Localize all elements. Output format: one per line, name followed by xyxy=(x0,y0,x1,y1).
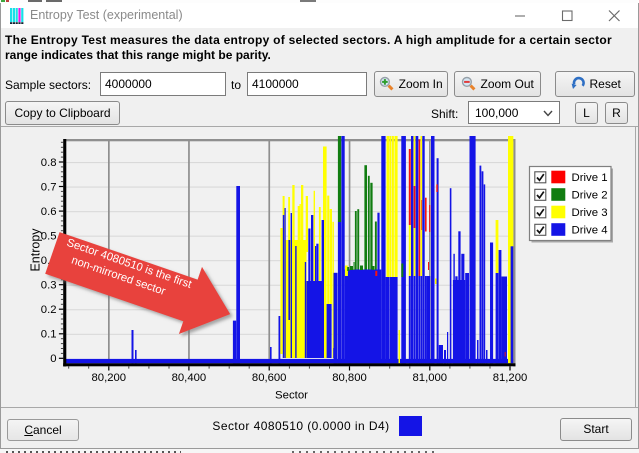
svg-text:81,200: 81,200 xyxy=(493,372,528,384)
svg-text:81,000: 81,000 xyxy=(413,372,448,384)
svg-text:80,400: 80,400 xyxy=(172,372,207,384)
svg-text:Drive 3: Drive 3 xyxy=(572,207,608,219)
svg-text:0.5: 0.5 xyxy=(41,231,57,243)
svg-text:Entropy: Entropy xyxy=(29,228,43,272)
svg-text:0.1: 0.1 xyxy=(41,329,57,341)
svg-text:0.3: 0.3 xyxy=(41,280,57,292)
svg-text:Drive 2: Drive 2 xyxy=(572,190,608,202)
svg-text:0.6: 0.6 xyxy=(41,206,57,218)
svg-text:Drive 1: Drive 1 xyxy=(572,172,608,184)
svg-text:80,600: 80,600 xyxy=(252,372,287,384)
svg-text:0: 0 xyxy=(50,353,56,365)
svg-text:80,200: 80,200 xyxy=(92,372,127,384)
svg-text:Sector: Sector xyxy=(275,389,308,401)
svg-text:Drive 4: Drive 4 xyxy=(572,225,608,237)
svg-text:0.8: 0.8 xyxy=(41,157,57,169)
svg-text:0.7: 0.7 xyxy=(41,181,57,193)
svg-text:0.2: 0.2 xyxy=(41,304,57,316)
svg-text:80,800: 80,800 xyxy=(332,372,367,384)
